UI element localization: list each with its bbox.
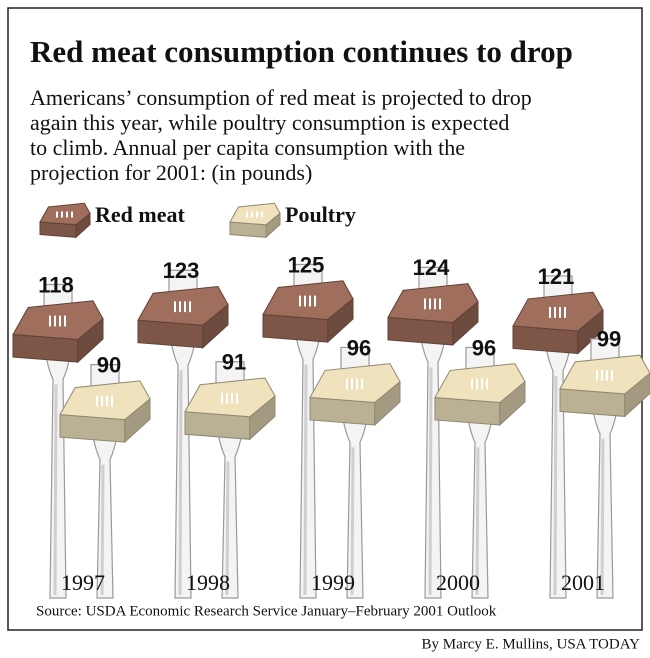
value-label: 96 [347,335,371,360]
chart: Red meat consumption continues to drop A… [0,0,650,658]
value-label: 99 [597,327,621,352]
subtitle-line: projection for 2001: (in pounds) [30,160,312,185]
subtitle-line: to climb. Annual per capita consumption … [30,135,465,160]
source: Source: USDA Economic Research Service J… [36,603,497,619]
x-tick-label: 2000 [436,570,480,595]
x-tick-label: 1998 [186,570,230,595]
credit: By Marcy E. Mullins, USA TODAY [422,636,641,652]
value-label: 118 [38,272,74,297]
subtitle-line: again this year, while poultry consumpti… [30,110,509,135]
value-label: 96 [472,335,496,360]
fork-highlight [555,376,556,595]
x-tick-label: 1997 [61,570,105,595]
legend-label: Red meat [95,202,185,227]
subtitle-line: Americans’ consumption of red meat is pr… [30,85,532,110]
x-tick-label: 2001 [561,570,605,595]
value-label: 91 [222,350,246,375]
value-label: 124 [413,255,450,280]
value-label: 121 [538,264,575,289]
legend-label: Poultry [285,202,356,227]
fork-highlight [55,385,56,595]
fork-highlight [180,370,181,595]
x-tick-label: 1999 [311,570,355,595]
value-label: 90 [97,352,121,377]
chart-title: Red meat consumption continues to drop [30,34,573,69]
value-label: 123 [163,258,200,283]
fork-highlight [305,365,306,596]
fork-highlight [430,367,431,595]
value-label: 125 [288,252,325,277]
